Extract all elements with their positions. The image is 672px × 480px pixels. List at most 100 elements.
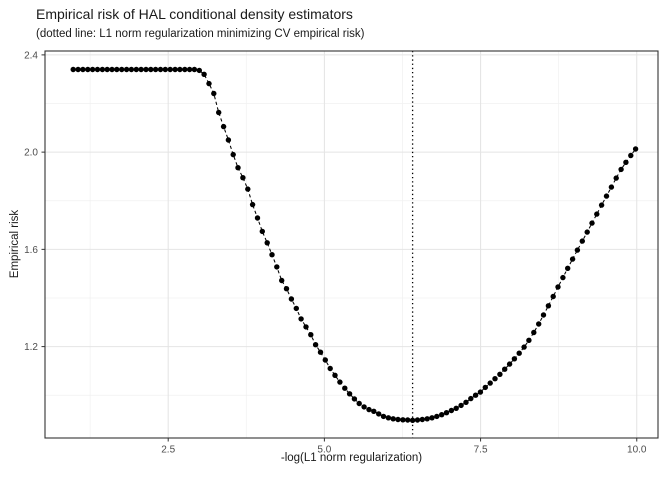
data-point — [506, 361, 513, 367]
data-point — [230, 151, 236, 158]
data-point — [565, 265, 571, 271]
data-point — [472, 392, 479, 398]
data-point — [133, 66, 139, 73]
data-point — [138, 66, 144, 73]
data-point — [361, 404, 367, 410]
data-point — [516, 350, 522, 356]
data-point — [225, 137, 232, 143]
data-point — [526, 337, 532, 343]
data-point — [395, 416, 401, 423]
data-point — [186, 66, 193, 73]
data-point — [342, 385, 348, 391]
data-point — [623, 159, 629, 165]
data-point — [216, 109, 222, 116]
data-point — [220, 123, 227, 130]
data-point — [482, 384, 488, 391]
x-axis-title: -log(L1 norm regularization) — [280, 452, 423, 464]
data-point — [94, 66, 101, 73]
data-point — [337, 379, 343, 385]
data-point — [152, 66, 159, 73]
data-point — [206, 80, 212, 87]
panel-background — [45, 51, 658, 438]
data-point — [89, 66, 96, 73]
data-point — [288, 296, 295, 302]
data-point — [191, 66, 198, 73]
data-point — [245, 186, 251, 192]
y-tick-label: 1.6 — [24, 245, 38, 256]
data-point — [351, 396, 358, 402]
data-point — [182, 66, 188, 73]
data-point — [104, 66, 110, 73]
data-point — [555, 284, 561, 290]
data-point — [274, 264, 280, 270]
data-point — [269, 252, 275, 258]
data-point — [177, 66, 183, 73]
x-tick-label: 10.0 — [627, 445, 647, 456]
data-point — [511, 356, 518, 362]
data-point — [598, 202, 605, 208]
data-point — [589, 220, 595, 226]
data-point — [497, 371, 503, 377]
data-point — [584, 229, 590, 235]
data-point — [453, 405, 459, 411]
chart-title: Empirical risk of HAL conditional densit… — [36, 6, 353, 22]
data-point — [148, 66, 154, 73]
data-point — [123, 66, 130, 73]
data-point — [487, 380, 493, 386]
data-point — [162, 66, 168, 73]
data-point — [613, 175, 619, 181]
data-point — [303, 324, 309, 330]
data-point — [254, 215, 261, 221]
data-point — [327, 365, 333, 372]
data-point — [424, 416, 430, 422]
y-tick-label: 2.4 — [24, 50, 38, 61]
data-point — [167, 66, 173, 73]
data-point — [502, 366, 508, 372]
data-point — [240, 175, 246, 181]
data-point — [322, 357, 328, 363]
data-point — [235, 165, 241, 171]
data-point — [366, 406, 372, 413]
data-point — [409, 417, 416, 423]
data-point — [540, 312, 547, 318]
data-point — [569, 256, 576, 262]
data-point — [283, 286, 290, 292]
x-tick-label: 5.0 — [317, 445, 331, 456]
data-point — [376, 411, 382, 417]
data-point — [75, 66, 81, 73]
data-point — [434, 413, 440, 420]
x-tick-label: 7.5 — [474, 445, 488, 456]
data-point — [371, 408, 377, 414]
data-point — [196, 67, 202, 74]
data-point — [414, 417, 421, 423]
data-point — [119, 66, 125, 73]
data-point — [545, 303, 552, 309]
data-point — [632, 146, 639, 152]
data-point — [594, 211, 600, 217]
data-point — [80, 66, 86, 73]
data-point — [429, 415, 435, 421]
data-point — [536, 321, 542, 327]
data-point — [211, 90, 217, 97]
data-point — [468, 395, 474, 402]
data-point — [293, 305, 299, 312]
x-tick-label: 2.5 — [161, 445, 175, 456]
data-point — [308, 332, 314, 338]
data-point — [439, 412, 445, 418]
data-point — [249, 201, 256, 208]
data-point — [312, 342, 319, 348]
data-point — [603, 193, 610, 199]
data-point — [85, 66, 91, 73]
data-point — [531, 329, 537, 336]
data-point — [172, 66, 178, 73]
y-tick-label: 2.0 — [24, 148, 38, 159]
data-point — [99, 66, 106, 73]
data-point — [298, 316, 304, 322]
data-point — [114, 66, 120, 73]
data-point — [346, 391, 353, 397]
data-point — [201, 71, 207, 78]
data-point — [405, 417, 411, 423]
data-point — [628, 152, 634, 159]
